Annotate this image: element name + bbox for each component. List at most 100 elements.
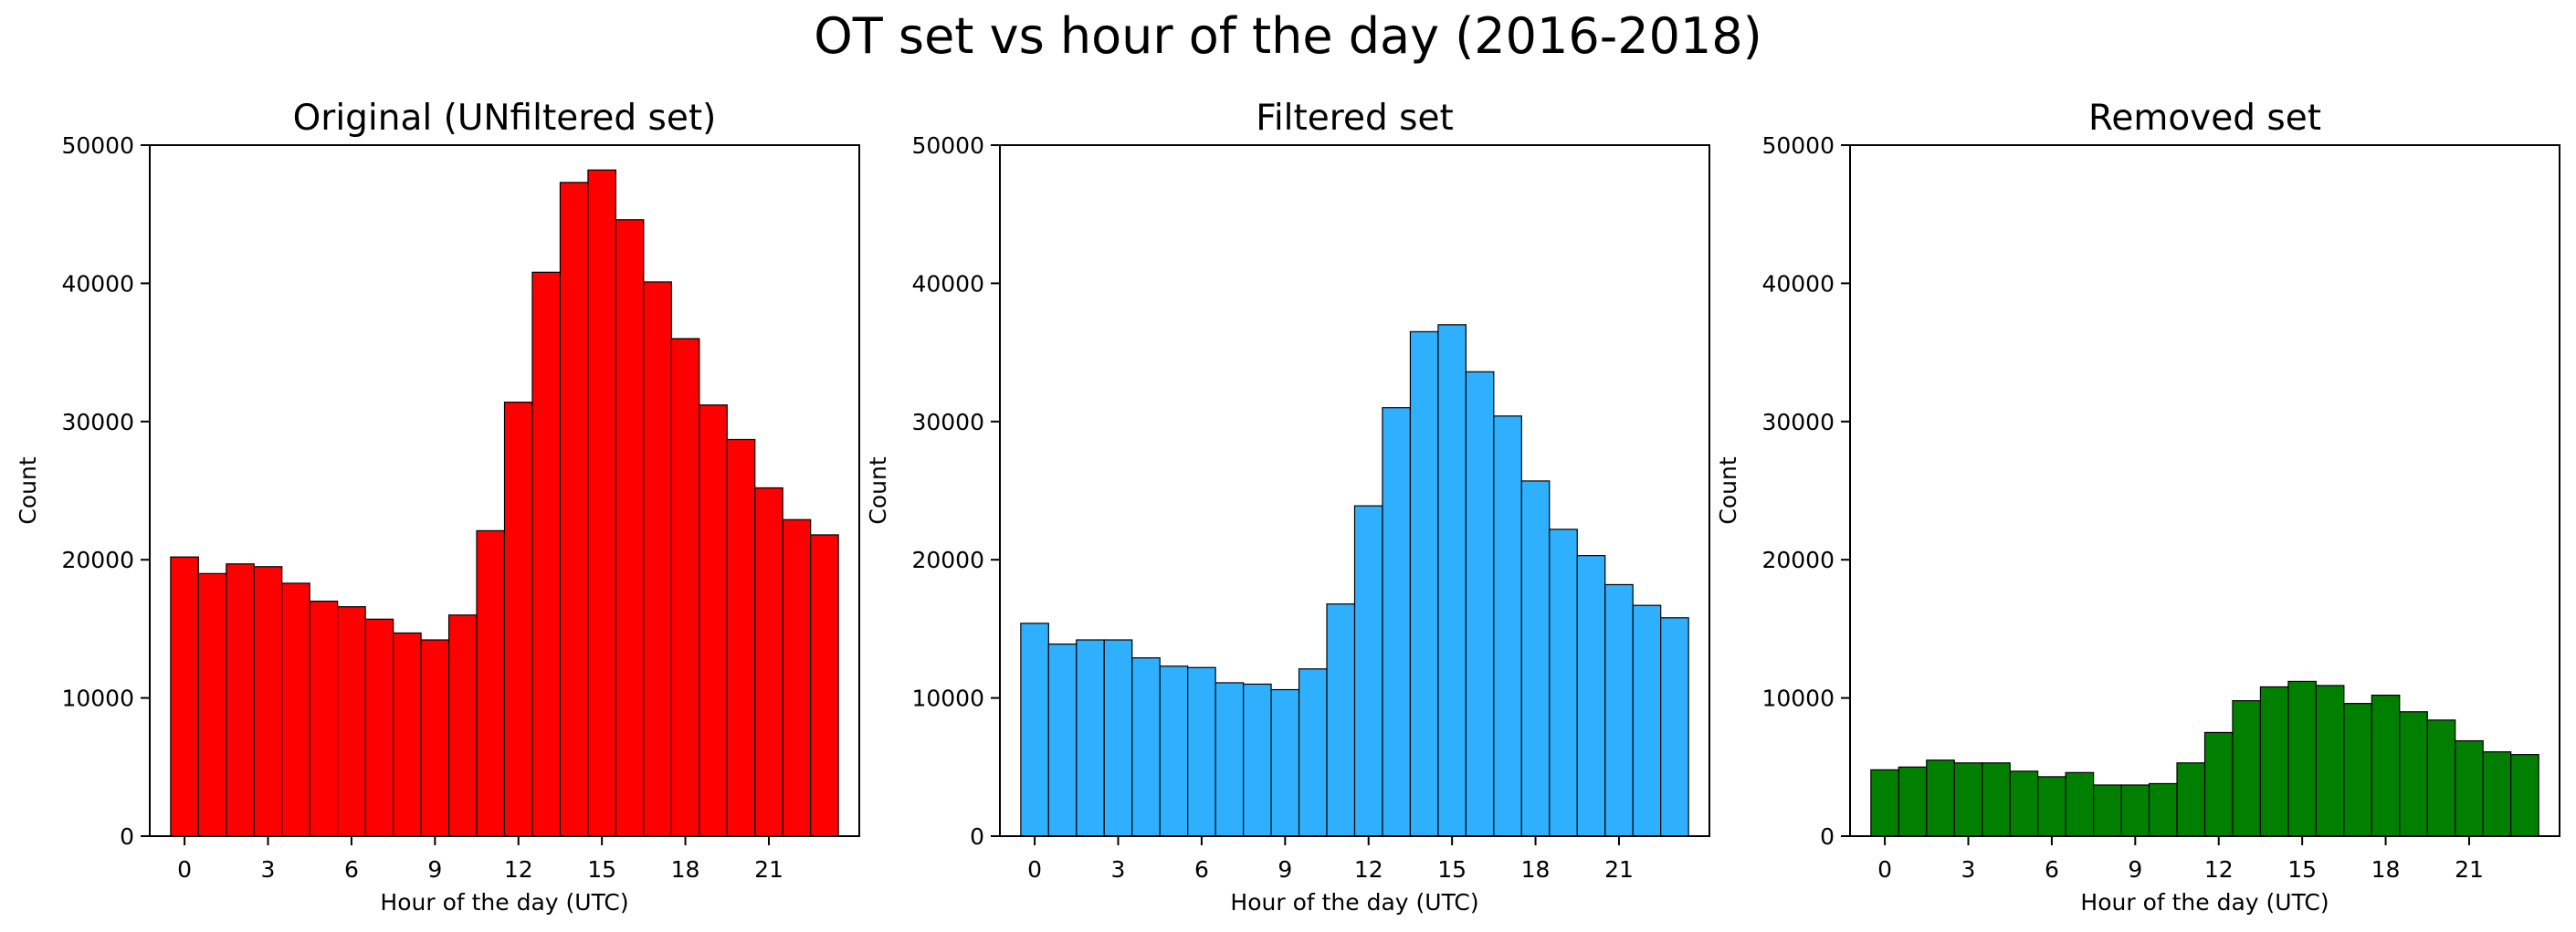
bar-hour-9 — [2120, 784, 2150, 837]
bar-hour-9 — [1270, 688, 1300, 837]
chart-title: Original (UNfiltered set) — [293, 98, 717, 139]
x-tick-label: 15 — [2287, 856, 2317, 883]
bar-hour-22 — [782, 518, 812, 837]
bar-hour-11 — [476, 529, 506, 837]
bar-hour-21 — [2455, 739, 2484, 837]
bar-hour-0 — [1020, 623, 1049, 837]
chart-title: Filtered set — [1256, 98, 1453, 139]
x-tick-label: 18 — [1521, 856, 1551, 883]
x-tick-label: 9 — [427, 856, 442, 883]
bar-hour-19 — [2399, 711, 2428, 837]
bar-hour-12 — [2203, 731, 2234, 837]
plot-frame — [149, 144, 860, 837]
x-tick-label: 15 — [1437, 856, 1467, 883]
y-tick-label: 30000 — [1761, 409, 1835, 435]
x-tick-label: 18 — [2371, 856, 2401, 883]
bar-hour-22 — [1632, 604, 1662, 837]
y-tick-label: 30000 — [61, 409, 134, 435]
x-tick-label: 12 — [504, 856, 533, 883]
bar-hour-7 — [2065, 771, 2095, 837]
bar-hour-13 — [2232, 700, 2262, 837]
bar-hour-10 — [1298, 668, 1328, 837]
bar-hour-18 — [670, 338, 700, 837]
x-tick-label: 0 — [1877, 856, 1892, 883]
y-tick-label: 20000 — [61, 547, 134, 573]
bar-hour-13 — [1382, 407, 1412, 837]
x-tick-label: 9 — [2128, 856, 2142, 883]
y-tick-label: 10000 — [61, 686, 134, 712]
bar-hour-20 — [2426, 719, 2456, 837]
y-axis-label: Count — [1715, 456, 1741, 524]
x-tick-label: 21 — [754, 856, 783, 883]
bar-hour-5 — [1159, 665, 1189, 837]
chart-panel-2: 0 3 6 9 12 15 18 21 0 10000 20000 30000 40000 50000 Fi… — [865, 98, 1710, 916]
bar-hour-1 — [197, 572, 227, 837]
bar-hour-12 — [503, 402, 533, 837]
plot-frame — [999, 144, 1710, 837]
bar-hour-17 — [2343, 703, 2372, 837]
bar-hour-11 — [2176, 762, 2206, 837]
chart-panel-1: 0 3 6 9 12 15 18 21 0 10000 20000 30000 40000 50000 Or… — [15, 98, 860, 916]
bar-hour-6 — [337, 606, 366, 837]
bar-hour-4 — [281, 582, 310, 837]
y-tick-label: 0 — [120, 823, 134, 850]
x-axis-label: Hour of the day (UTC) — [2080, 889, 2329, 916]
bar-hour-14 — [2259, 686, 2289, 837]
bar-hour-11 — [1326, 603, 1356, 837]
bar-hour-9 — [420, 639, 450, 837]
bar-hour-23 — [2510, 754, 2539, 837]
chart-panel-3: 0 3 6 9 12 15 18 21 0 10000 20000 30000 40000 50000 Re… — [1715, 98, 2560, 916]
bar-hour-0 — [170, 556, 199, 837]
bar-hour-22 — [2482, 751, 2512, 837]
bar-hour-18 — [2371, 694, 2401, 837]
x-axis-label: Hour of the day (UTC) — [1230, 889, 1478, 916]
x-tick-label: 0 — [177, 856, 192, 883]
x-tick-label: 3 — [1961, 856, 1976, 883]
y-tick-label: 50000 — [61, 132, 134, 159]
bar-hour-12 — [1353, 505, 1383, 837]
x-tick-label: 3 — [261, 856, 276, 883]
bar-hour-15 — [1437, 324, 1467, 837]
bar-hour-16 — [2315, 685, 2345, 837]
bar-hour-5 — [309, 601, 339, 837]
bar-hour-23 — [1660, 617, 1689, 837]
bar-hour-14 — [1409, 330, 1439, 837]
bar-hour-10 — [447, 614, 478, 837]
x-tick-label: 6 — [2045, 856, 2059, 883]
bar-hour-21 — [1604, 583, 1634, 837]
bar-hour-13 — [531, 271, 562, 837]
y-tick-label: 30000 — [911, 409, 984, 435]
x-tick-label: 0 — [1027, 856, 1042, 883]
bar-hour-23 — [810, 534, 839, 837]
bar-hour-8 — [2093, 784, 2122, 837]
y-tick-label: 40000 — [911, 270, 984, 297]
y-tick-label: 50000 — [1761, 132, 1835, 159]
bar-hour-2 — [1076, 639, 1105, 837]
bar-hour-15 — [2287, 680, 2317, 837]
bar-hour-1 — [1898, 766, 1928, 837]
x-tick-label: 6 — [1194, 856, 1209, 883]
plot-frame — [1849, 144, 2560, 837]
x-tick-label: 9 — [1277, 856, 1292, 883]
x-axis-label: Hour of the day (UTC) — [380, 889, 628, 916]
y-tick-label: 10000 — [1761, 686, 1835, 712]
bar-hour-5 — [2009, 770, 2039, 837]
bar-hour-4 — [1982, 762, 2011, 837]
x-tick-label: 6 — [344, 856, 359, 883]
bar-hour-16 — [615, 219, 645, 837]
bar-hour-3 — [253, 566, 283, 837]
y-tick-label: 40000 — [61, 270, 134, 297]
chart-title: Removed set — [2088, 98, 2321, 139]
bar-hour-17 — [1493, 415, 1522, 837]
bar-hour-20 — [1576, 555, 1606, 837]
bar-hour-2 — [1926, 759, 1955, 837]
x-tick-label: 15 — [587, 856, 616, 883]
bar-hour-6 — [1187, 666, 1216, 837]
y-tick-label: 50000 — [911, 132, 984, 159]
bar-hour-6 — [2037, 776, 2066, 837]
y-axis-label: Count — [865, 456, 891, 524]
x-tick-label: 3 — [1111, 856, 1126, 883]
bar-hour-21 — [754, 487, 783, 837]
